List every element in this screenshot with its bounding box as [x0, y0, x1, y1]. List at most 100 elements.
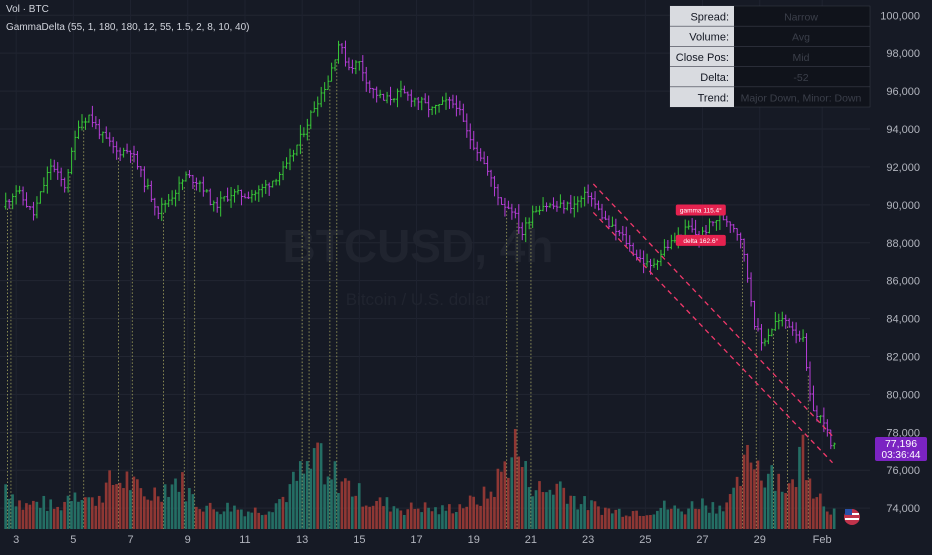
volume-bar: [149, 500, 153, 529]
price-tick-label: 98,000: [886, 48, 920, 60]
volume-bar: [416, 508, 420, 529]
volume-bar: [451, 513, 455, 529]
angle-labels: gamma 115.4° delta 162.6°: [675, 204, 726, 246]
flag-icon[interactable]: [844, 509, 860, 525]
watermark-symbol: BTCUSD, 4h: [283, 220, 554, 272]
volume-bar: [725, 502, 729, 529]
volume-bar: [212, 509, 215, 529]
time-axis[interactable]: 3 5 7 9 11 13 15 17 19 21 23 25 27 29 Feb: [13, 534, 832, 546]
volume-bar: [21, 509, 25, 529]
volume-bar: [38, 507, 42, 529]
volume-bar: [579, 504, 583, 529]
volume-bar: [531, 496, 534, 529]
volume-bar: [70, 501, 73, 529]
volume-bar: [468, 495, 472, 529]
volume-bar: [576, 509, 579, 529]
price-axis[interactable]: 74,000 76,000 78,000 80,000 82,000 84,000 86,0…: [880, 10, 920, 515]
volume-bar: [818, 493, 822, 529]
volume-bar: [437, 514, 441, 529]
volume-bar: [694, 508, 697, 529]
volume-bar: [264, 514, 267, 529]
price-tick-label: 82,000: [886, 351, 920, 363]
gamma-label-box: [675, 204, 726, 216]
price-tick-label: 90,000: [886, 200, 920, 212]
volume-bar: [815, 497, 819, 529]
volume-bar: [676, 508, 680, 529]
volume-bar: [552, 494, 555, 529]
volume-bar: [184, 501, 188, 529]
date-tick-label: 25: [639, 534, 651, 546]
date-tick-label: 3: [13, 534, 19, 546]
volume-bar: [181, 472, 184, 529]
volume-bar: [129, 490, 132, 529]
volume-bar: [832, 508, 836, 529]
volume-bar: [756, 460, 760, 529]
volume-bar: [122, 488, 125, 529]
volume-bar: [11, 494, 14, 529]
volume-bar: [427, 507, 430, 529]
volume-bar: [219, 514, 222, 529]
gamma-label: gamma 115.4°: [680, 207, 722, 215]
volume-bar: [704, 505, 708, 529]
volume-bar: [194, 506, 198, 529]
volume-bar: [808, 478, 812, 529]
volume-bar: [323, 484, 326, 529]
volume-bar: [659, 507, 663, 529]
volume-bar: [735, 476, 739, 529]
volume-bar: [423, 502, 427, 529]
volume-bar: [787, 483, 791, 529]
volume-bar: [534, 490, 538, 529]
channel-lower-line: [592, 211, 834, 464]
volume-bar: [392, 506, 396, 529]
volume-bar: [597, 506, 600, 529]
volume-bar: [80, 500, 84, 529]
date-tick-label: 7: [127, 534, 133, 546]
volume-bar: [701, 498, 704, 529]
volume-bar: [690, 501, 694, 529]
volume-bar: [364, 505, 368, 529]
volume-bar: [160, 501, 163, 529]
volume-bar: [375, 500, 378, 529]
volume-bar: [243, 516, 247, 529]
date-tick-label: Feb: [813, 534, 832, 546]
volume-bar: [656, 510, 659, 529]
volume-bar: [118, 482, 122, 529]
volume-bar: [413, 508, 417, 529]
volume-bars: [4, 429, 836, 529]
volume-bar: [628, 516, 631, 529]
volume-bar: [302, 473, 306, 529]
volume-bar: [520, 467, 524, 529]
volume-bar: [493, 496, 496, 529]
volume-indicator-label[interactable]: Vol · BTC: [6, 4, 49, 15]
date-tick-label: 17: [410, 534, 422, 546]
volume-bar: [409, 502, 413, 529]
volume-bar: [52, 508, 56, 529]
volume-bar: [635, 510, 638, 529]
info-table-label-column: [670, 6, 734, 107]
volume-bar: [500, 471, 503, 529]
volume-bar: [763, 487, 767, 529]
gammadelta-indicator-label[interactable]: GammaDelta (55, 1, 180, 180, 12, 55, 1.5…: [6, 22, 249, 33]
volume-bar: [382, 506, 385, 529]
volume-bar: [590, 500, 593, 529]
volume-bar: [486, 498, 489, 529]
volume-bar: [253, 507, 257, 529]
volume-bar: [333, 461, 337, 529]
volume-bar: [222, 511, 226, 529]
volume-bar: [812, 498, 815, 529]
volume-bar: [506, 477, 510, 529]
volume-bar: [829, 514, 833, 529]
volume-bar: [25, 503, 28, 529]
info-table-label: Delta:: [700, 72, 729, 84]
volume-bar: [208, 502, 212, 529]
volume-bar: [798, 446, 801, 529]
volume-bar: [441, 505, 444, 529]
volume-bar: [167, 496, 170, 529]
volume-bar: [59, 510, 63, 529]
volume-bar: [87, 497, 91, 529]
volume-bar: [604, 507, 607, 529]
info-table-label: Spread:: [690, 12, 729, 24]
volume-bar: [153, 487, 157, 529]
